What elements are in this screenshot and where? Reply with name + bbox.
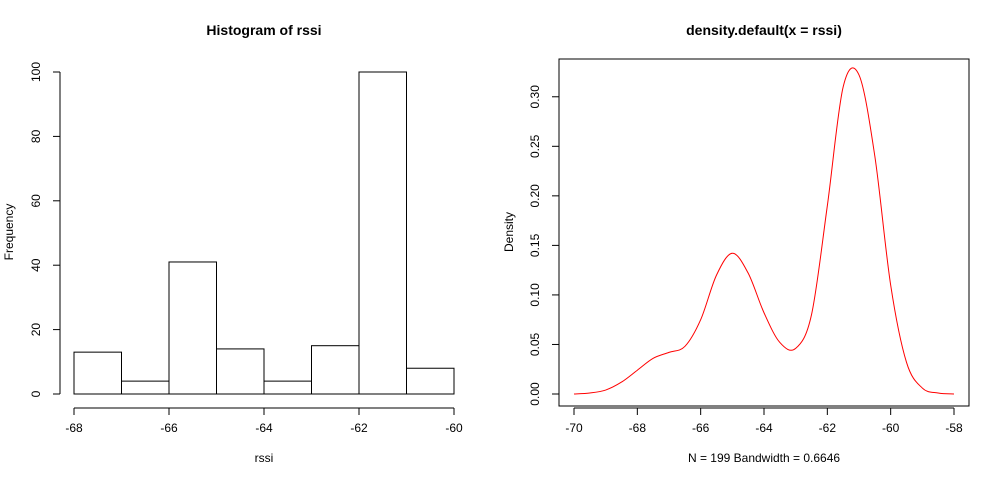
density-y-axis: 0.00 0.05 0.10 0.15 0.20 0.25 0.30 [528,85,560,406]
histogram-bar [121,380,170,395]
density-y-tick-label: 0.00 [528,382,542,406]
density-title: density.default(x = rssi) [686,22,842,38]
histogram-bar [358,71,407,395]
histogram-y-tick-label: 80 [29,129,43,143]
density-y-tick-label: 0.25 [528,134,542,158]
histogram-x-tick-label: -68 [65,421,83,435]
density-x-tick-label: -70 [565,421,583,435]
histogram-x-tick-label: -60 [445,421,463,435]
histogram-y-axis: 0 20 40 60 80 100 [29,62,61,397]
histogram-x-tick-label: -62 [350,421,368,435]
density-x-tick-label: -68 [629,421,647,435]
histogram-y-tick-label: 60 [29,194,43,208]
histogram-y-tick-label: 20 [29,323,43,337]
density-y-tick-label: 0.05 [528,332,542,356]
histogram-title: Histogram of rssi [206,22,321,38]
density-x-tick-label: -62 [819,421,837,435]
density-panel: density.default(x = rssi) N = 199 Bandwi… [502,22,970,465]
density-x-tick-label: -66 [692,421,710,435]
histogram-x-tick-label: -66 [160,421,178,435]
histogram-bars [73,71,455,395]
density-x-tick-label: -58 [945,421,963,435]
histogram-y-tick-label: 0 [29,390,43,397]
density-plot-box [558,58,970,407]
density-y-tick-label: 0.30 [528,85,542,109]
density-y-label: Density [502,212,516,252]
histogram-x-axis: -68 -66 -64 -62 -60 [65,407,463,435]
density-y-tick-label: 0.20 [528,184,542,208]
density-x-axis: -70 -68 -66 -64 -62 -60 -58 [565,407,963,435]
histogram-y-label: Frequency [2,204,16,261]
histogram-x-tick-label: -64 [255,421,273,435]
density-y-tick-label: 0.10 [528,283,542,307]
histogram-bar [406,367,455,395]
histogram-y-tick-label: 40 [29,258,43,272]
density-y-tick-label: 0.15 [528,233,542,257]
histogram-bar [263,380,312,395]
histogram-y-tick-label: 100 [29,62,43,82]
density-x-tick-label: -64 [755,421,773,435]
histogram-bar [216,348,265,395]
density-x-label: N = 199 Bandwidth = 0.6646 [688,451,840,465]
density-x-tick-label: -60 [882,421,900,435]
histogram-bar [311,345,360,395]
density-curve [573,67,955,395]
histogram-bar [73,351,122,395]
histogram-bar [168,261,217,395]
histogram-x-label: rssi [255,451,274,465]
histogram-panel: Histogram of rssi rssi Frequency -68 -66-… [2,22,463,465]
